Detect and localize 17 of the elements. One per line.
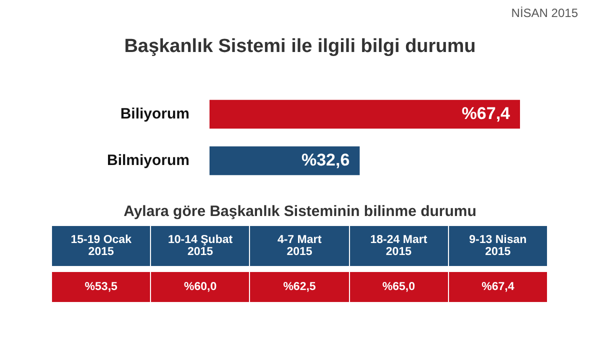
category-label: 15-19 Ocak 2015: [52, 226, 152, 266]
data-label: %65,0: [350, 272, 449, 302]
data-label: %60,0: [151, 272, 250, 302]
category-label: 9-13 Nisan 2015: [448, 226, 548, 266]
text: NİSAN 2015: [511, 6, 578, 20]
chart-title: Başkanlık Sistemi ile ilgili bilgi durumu: [123, 36, 477, 58]
category-label: 10-14 Şubat 2015: [151, 226, 250, 266]
text: Aylara göre Başkanlık Sisteminin bilinme durumu: [122, 203, 478, 220]
data-label: %67,4: [448, 272, 548, 302]
y-tick-label: Bilmiyorum: [107, 152, 190, 169]
data-label: %53,5: [52, 272, 152, 302]
y-tick-label: Biliyorum: [120, 105, 190, 122]
data-label: %62,5: [250, 272, 350, 302]
data-label: %67,4: [462, 104, 511, 123]
category-label: 4-7 Mart 2015: [250, 226, 350, 266]
data-label: %32,6: [301, 150, 350, 170]
category-label: 18-24 Mart 2015: [350, 226, 449, 266]
